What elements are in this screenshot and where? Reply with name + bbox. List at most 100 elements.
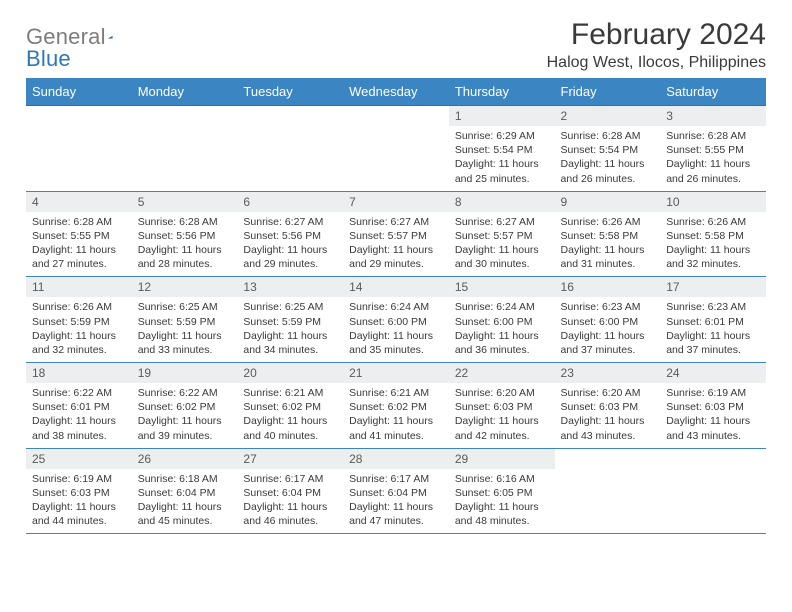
day-info: Sunrise: 6:29 AMSunset: 5:54 PMDaylight:… — [449, 126, 555, 191]
daylight-line: Daylight: 11 hours and 36 minutes. — [455, 329, 549, 357]
calendar-cell: 10Sunrise: 6:26 AMSunset: 5:58 PMDayligh… — [660, 191, 766, 277]
day-info: Sunrise: 6:18 AMSunset: 6:04 PMDaylight:… — [132, 469, 238, 534]
sunset-line: Sunset: 5:56 PM — [243, 229, 337, 243]
daylight-line: Daylight: 11 hours and 31 minutes. — [561, 243, 655, 271]
day-number: 10 — [660, 192, 766, 212]
day-number: 8 — [449, 192, 555, 212]
calendar-cell: 23Sunrise: 6:20 AMSunset: 6:03 PMDayligh… — [555, 363, 661, 449]
day-number: 5 — [132, 192, 238, 212]
sunrise-line: Sunrise: 6:22 AM — [32, 386, 126, 400]
day-number: 18 — [26, 363, 132, 383]
sunset-line: Sunset: 5:57 PM — [349, 229, 443, 243]
day-number: 1 — [449, 106, 555, 126]
calendar-cell: 4Sunrise: 6:28 AMSunset: 5:55 PMDaylight… — [26, 191, 132, 277]
daylight-line: Daylight: 11 hours and 35 minutes. — [349, 329, 443, 357]
sunrise-line: Sunrise: 6:26 AM — [32, 300, 126, 314]
calendar-cell — [660, 448, 766, 534]
day-number: 3 — [660, 106, 766, 126]
day-number: 26 — [132, 449, 238, 469]
calendar-cell — [555, 448, 661, 534]
daylight-line: Daylight: 11 hours and 40 minutes. — [243, 414, 337, 442]
sunset-line: Sunset: 6:05 PM — [455, 486, 549, 500]
sunrise-line: Sunrise: 6:26 AM — [666, 215, 760, 229]
calendar-cell: 16Sunrise: 6:23 AMSunset: 6:00 PMDayligh… — [555, 277, 661, 363]
sunset-line: Sunset: 5:56 PM — [138, 229, 232, 243]
day-number: 7 — [343, 192, 449, 212]
day-number: 13 — [237, 277, 343, 297]
calendar-row: 11Sunrise: 6:26 AMSunset: 5:59 PMDayligh… — [26, 277, 766, 363]
sunset-line: Sunset: 6:02 PM — [349, 400, 443, 414]
daylight-line: Daylight: 11 hours and 26 minutes. — [561, 157, 655, 185]
sunset-line: Sunset: 6:03 PM — [561, 400, 655, 414]
daylight-line: Daylight: 11 hours and 27 minutes. — [32, 243, 126, 271]
daylight-line: Daylight: 11 hours and 28 minutes. — [138, 243, 232, 271]
daylight-line: Daylight: 11 hours and 37 minutes. — [666, 329, 760, 357]
day-number: 25 — [26, 449, 132, 469]
calendar-cell: 25Sunrise: 6:19 AMSunset: 6:03 PMDayligh… — [26, 448, 132, 534]
sunset-line: Sunset: 5:55 PM — [32, 229, 126, 243]
day-info: Sunrise: 6:26 AMSunset: 5:58 PMDaylight:… — [555, 212, 661, 277]
calendar-cell — [343, 106, 449, 192]
daylight-line: Daylight: 11 hours and 42 minutes. — [455, 414, 549, 442]
sunrise-line: Sunrise: 6:19 AM — [32, 472, 126, 486]
calendar-cell: 26Sunrise: 6:18 AMSunset: 6:04 PMDayligh… — [132, 448, 238, 534]
calendar-cell: 22Sunrise: 6:20 AMSunset: 6:03 PMDayligh… — [449, 363, 555, 449]
weekday-header: Wednesday — [343, 78, 449, 106]
sunset-line: Sunset: 6:02 PM — [138, 400, 232, 414]
calendar-cell: 19Sunrise: 6:22 AMSunset: 6:02 PMDayligh… — [132, 363, 238, 449]
sunset-line: Sunset: 6:01 PM — [666, 315, 760, 329]
sunrise-line: Sunrise: 6:25 AM — [243, 300, 337, 314]
day-info: Sunrise: 6:25 AMSunset: 5:59 PMDaylight:… — [237, 297, 343, 362]
calendar-cell: 3Sunrise: 6:28 AMSunset: 5:55 PMDaylight… — [660, 106, 766, 192]
day-info: Sunrise: 6:21 AMSunset: 6:02 PMDaylight:… — [237, 383, 343, 448]
day-info: Sunrise: 6:28 AMSunset: 5:55 PMDaylight:… — [660, 126, 766, 191]
sunset-line: Sunset: 6:00 PM — [349, 315, 443, 329]
daylight-line: Daylight: 11 hours and 45 minutes. — [138, 500, 232, 528]
daylight-line: Daylight: 11 hours and 32 minutes. — [32, 329, 126, 357]
sunset-line: Sunset: 6:03 PM — [455, 400, 549, 414]
logo-word2: Blue — [26, 46, 71, 72]
calendar-cell: 7 Sunrise: 6:27 AMSunset: 5:57 PMDaylight… — [343, 191, 449, 277]
day-number: 19 — [132, 363, 238, 383]
day-info: Sunrise: 6:16 AMSunset: 6:05 PMDaylight:… — [449, 469, 555, 534]
day-number: 17 — [660, 277, 766, 297]
day-info: Sunrise: 6:22 AMSunset: 6:01 PMDaylight:… — [26, 383, 132, 448]
day-info: Sunrise: 6:17 AMSunset: 6:04 PMDaylight:… — [237, 469, 343, 534]
sunset-line: Sunset: 6:04 PM — [138, 486, 232, 500]
sunrise-line: Sunrise: 6:28 AM — [561, 129, 655, 143]
day-info: Sunrise: 6:26 AMSunset: 5:59 PMDaylight:… — [26, 297, 132, 362]
day-info: Sunrise: 6:23 AMSunset: 6:01 PMDaylight:… — [660, 297, 766, 362]
day-number: 16 — [555, 277, 661, 297]
daylight-line: Daylight: 11 hours and 39 minutes. — [138, 414, 232, 442]
month-title: February 2024 — [547, 18, 766, 52]
daylight-line: Daylight: 11 hours and 29 minutes. — [349, 243, 443, 271]
sunrise-line: Sunrise: 6:27 AM — [349, 215, 443, 229]
sunrise-line: Sunrise: 6:16 AM — [455, 472, 549, 486]
calendar-cell — [132, 106, 238, 192]
sunset-line: Sunset: 5:58 PM — [666, 229, 760, 243]
header: General Blue February 2024 Halog West, I… — [26, 18, 766, 72]
calendar-cell: 29Sunrise: 6:16 AMSunset: 6:05 PMDayligh… — [449, 448, 555, 534]
sunset-line: Sunset: 6:04 PM — [243, 486, 337, 500]
daylight-line: Daylight: 11 hours and 43 minutes. — [666, 414, 760, 442]
day-info: Sunrise: 6:19 AMSunset: 6:03 PMDaylight:… — [26, 469, 132, 534]
calendar-cell: 14Sunrise: 6:24 AMSunset: 6:00 PMDayligh… — [343, 277, 449, 363]
calendar-table: Sunday Monday Tuesday Wednesday Thursday… — [26, 78, 766, 534]
daylight-line: Daylight: 11 hours and 30 minutes. — [455, 243, 549, 271]
day-number: 24 — [660, 363, 766, 383]
daylight-line: Daylight: 11 hours and 41 minutes. — [349, 414, 443, 442]
title-block: February 2024 Halog West, Ilocos, Philip… — [547, 18, 766, 72]
sunset-line: Sunset: 6:03 PM — [32, 486, 126, 500]
day-info: Sunrise: 6:27 AMSunset: 5:56 PMDaylight:… — [237, 212, 343, 277]
day-number: 4 — [26, 192, 132, 212]
flag-icon — [108, 27, 113, 47]
day-info: Sunrise: 6:28 AMSunset: 5:54 PMDaylight:… — [555, 126, 661, 191]
day-info: Sunrise: 6:19 AMSunset: 6:03 PMDaylight:… — [660, 383, 766, 448]
daylight-line: Daylight: 11 hours and 48 minutes. — [455, 500, 549, 528]
weekday-header: Thursday — [449, 78, 555, 106]
calendar-cell: 15Sunrise: 6:24 AMSunset: 6:00 PMDayligh… — [449, 277, 555, 363]
daylight-line: Daylight: 11 hours and 44 minutes. — [32, 500, 126, 528]
calendar-cell: 11Sunrise: 6:26 AMSunset: 5:59 PMDayligh… — [26, 277, 132, 363]
sunset-line: Sunset: 5:55 PM — [666, 143, 760, 157]
weekday-header: Tuesday — [237, 78, 343, 106]
